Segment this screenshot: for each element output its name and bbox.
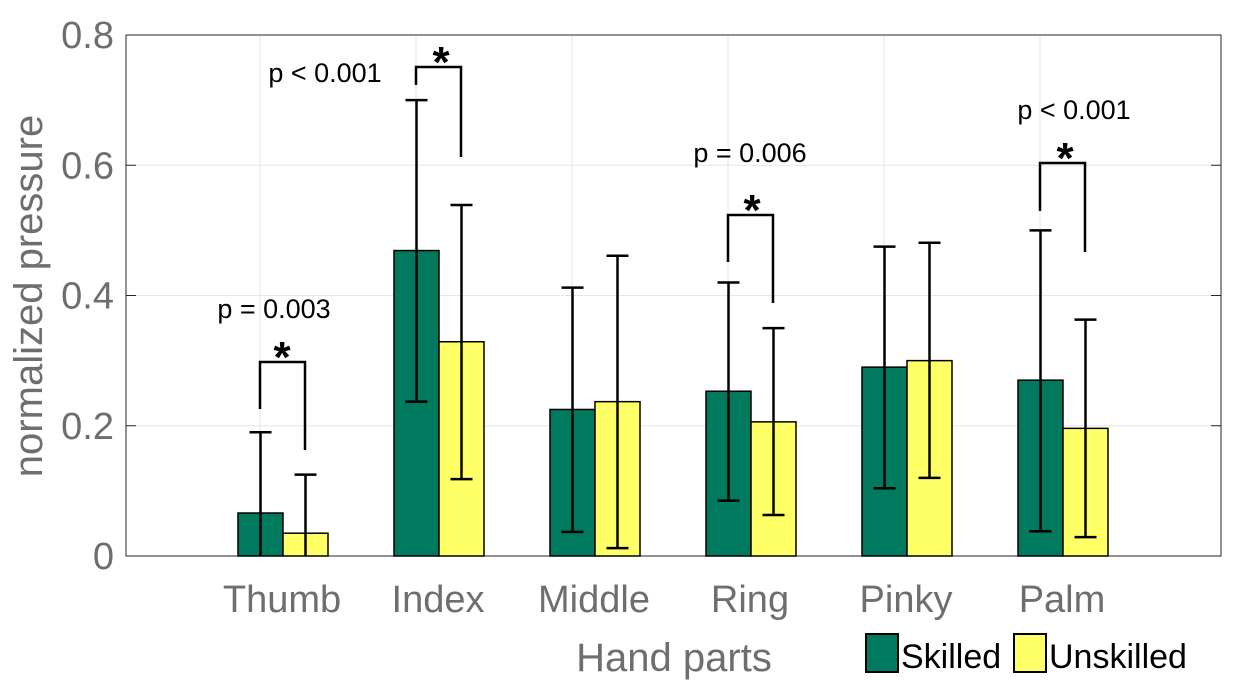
significance-annotations: * p = 0.003 * p < 0.001 * p = 0.006 * p < 0.001	[217, 38, 1131, 450]
error-bar-unskilled	[1074, 318, 1097, 539]
p-value-label: p = 0.006	[693, 138, 806, 168]
significance-bracket	[726, 213, 775, 303]
p-value-label: p = 0.003	[217, 294, 330, 324]
y-tick-label: 0	[93, 536, 114, 578]
error-bar-unskilled	[918, 241, 941, 480]
error-bar-skilled	[249, 431, 272, 556]
legend-swatch-unskilled	[1013, 633, 1047, 673]
legend-label-unskilled: Unskilled	[1049, 638, 1187, 676]
error-bar-skilled	[561, 286, 584, 534]
error-bar-unskilled	[762, 326, 785, 517]
y-axis-label: normalized pressure	[7, 115, 51, 477]
significance-palm: * p < 0.001	[1017, 95, 1131, 252]
x-axis-ticks: Thumb Index Middle Ring Pinky Palm	[223, 546, 1105, 621]
significance-thumb: * p = 0.003	[217, 294, 331, 450]
error-bar-skilled	[405, 98, 428, 403]
significance-star: *	[273, 333, 291, 382]
error-bars	[249, 98, 1097, 556]
legend-label-skilled: Skilled	[901, 638, 1001, 676]
p-value-label: p < 0.001	[268, 58, 381, 88]
y-tick-label: 0.2	[61, 406, 114, 448]
legend-swatch-skilled	[865, 633, 899, 673]
x-tick-label: Pinky	[860, 579, 953, 621]
x-axis-label: Hand parts	[576, 636, 772, 680]
x-tick-label: Thumb	[223, 579, 341, 621]
significance-bracket	[414, 65, 463, 157]
y-tick-label: 0.8	[61, 15, 114, 57]
error-bar-unskilled	[606, 254, 629, 550]
error-bar-unskilled	[294, 473, 317, 556]
significance-index: * p < 0.001	[268, 38, 463, 157]
significance-star: *	[743, 186, 761, 235]
error-bar-skilled	[717, 281, 740, 502]
error-bar-unskilled	[450, 203, 473, 481]
legend: Skilled Unskilled	[865, 633, 1187, 676]
significance-bracket	[258, 360, 307, 450]
x-tick-label: Index	[392, 579, 485, 621]
significance-star: *	[1056, 134, 1074, 183]
x-tick-label: Palm	[1019, 579, 1106, 621]
significance-ring: * p = 0.006	[693, 138, 807, 303]
y-tick-label: 0.4	[61, 276, 114, 318]
x-tick-label: Middle	[538, 579, 650, 621]
error-bar-skilled	[1029, 229, 1052, 533]
x-tick-label: Ring	[711, 579, 789, 621]
error-bar-skilled	[873, 245, 896, 490]
y-tick-label: 0.6	[61, 145, 114, 187]
bars	[237, 249, 1109, 557]
significance-star: *	[432, 38, 450, 87]
significance-bracket	[1038, 161, 1087, 252]
p-value-label: p < 0.001	[1017, 95, 1130, 125]
y-axis-ticks: 0 0.2 0.4 0.6 0.8	[61, 15, 1221, 578]
